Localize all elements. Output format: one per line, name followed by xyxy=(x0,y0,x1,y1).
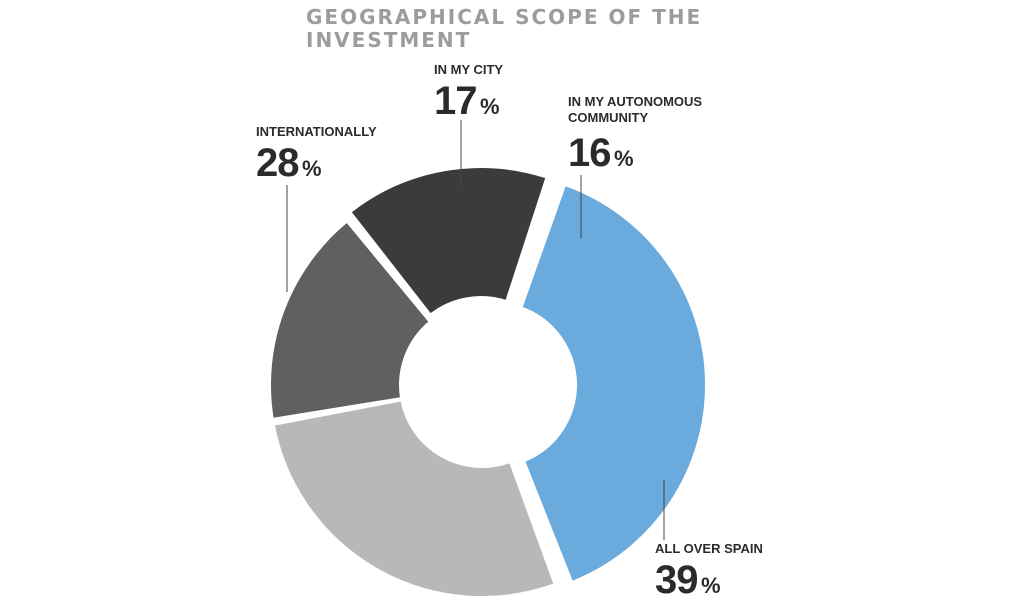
label-name-internationally: INTERNATIONALLY xyxy=(256,124,377,139)
label-name-autonomous-community: IN MY AUTONOMOUS xyxy=(568,94,702,109)
label-value-in-my-city: 17 xyxy=(434,79,477,123)
slice-in-my-city xyxy=(269,220,432,421)
label-value-autonomous-community: 16 xyxy=(568,131,611,175)
slice-internationally xyxy=(272,399,556,598)
donut-slices xyxy=(269,166,707,598)
label-percent-internationally: % xyxy=(302,156,322,181)
slice-autonomous-community xyxy=(349,166,548,316)
label-value-internationally: 28 xyxy=(256,141,299,185)
slice-all-over-spain xyxy=(520,183,707,584)
leader-lines xyxy=(286,120,665,540)
label-in-my-city: IN MY CITY 17% xyxy=(434,62,503,123)
label-name-in-my-city: IN MY CITY xyxy=(434,62,503,77)
label-all-over-spain: ALL OVER SPAIN 39% xyxy=(655,541,763,602)
label-percent-in-my-city: % xyxy=(480,94,500,119)
chart-title: GEOGRAPHICAL SCOPE OF THE INVESTMENT xyxy=(306,5,703,52)
label-name-all-over-spain: ALL OVER SPAIN xyxy=(655,541,763,556)
label-name-autonomous-community: COMMUNITY xyxy=(568,110,648,125)
label-value-all-over-spain: 39 xyxy=(655,558,698,602)
label-internationally: INTERNATIONALLY 28% xyxy=(256,124,377,185)
label-percent-all-over-spain: % xyxy=(701,573,721,598)
label-percent-autonomous-community: % xyxy=(614,146,634,171)
